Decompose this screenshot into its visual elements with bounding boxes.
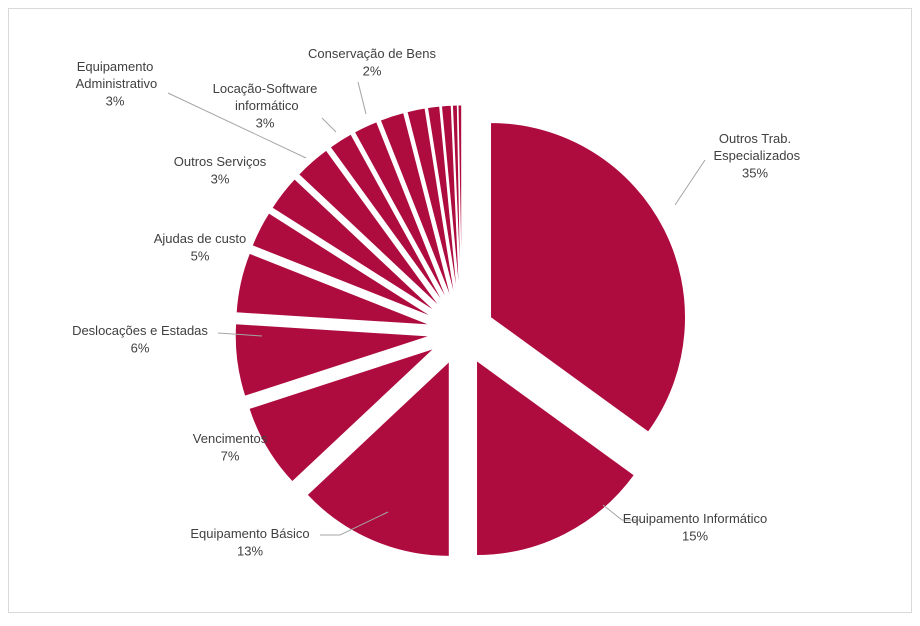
pie-slice [440,104,461,301]
pie-slice [426,105,459,301]
pie-slice [271,178,438,313]
value-label: 15% [682,528,708,543]
leader-line [167,92,307,159]
value-label: 7% [221,448,240,463]
pie-slice [251,212,434,318]
value-label: 3% [256,115,275,130]
category-label: Deslocações e Estadas [72,323,208,338]
chart-frame [8,8,912,613]
pie-slice [406,107,457,301]
category-label: Outros Serviços [174,154,267,169]
leader-line [320,511,389,536]
pie-slice [379,112,453,302]
value-label: 3% [106,93,125,108]
value-label: 2% [363,63,382,78]
leader-line [602,504,640,521]
pie-slice [329,133,446,306]
value-label: 13% [237,543,263,558]
category-label: Equipamento Básico [190,526,309,541]
pie-slice [235,252,431,326]
pie-slice [234,323,431,397]
value-label: 3% [211,171,230,186]
pie-slice [476,359,635,557]
category-label: Conservação de Bens [308,46,436,61]
pie-slice [490,121,686,433]
category-label: Locação-Software informático [213,81,318,113]
pie-slice [306,360,450,557]
category-label: Equipamento Informático [623,511,768,526]
category-label: Equipamento Administrativo [73,59,158,91]
category-label: Outros Trab. Especializados [710,131,801,163]
value-label: 5% [191,248,210,263]
value-label: 6% [131,340,150,355]
leader-line [217,332,263,337]
leader-line [321,117,337,133]
leader-line [357,81,367,115]
pie-slice [297,149,442,309]
leader-line [674,159,706,206]
pie-slice [457,104,463,301]
pie-slice [248,347,435,483]
value-label: 35% [742,165,768,180]
pie-slice [353,121,449,304]
category-label: Vencimentos [193,431,268,446]
pie-slice [451,104,462,301]
category-label: Ajudas de custo [154,231,247,246]
